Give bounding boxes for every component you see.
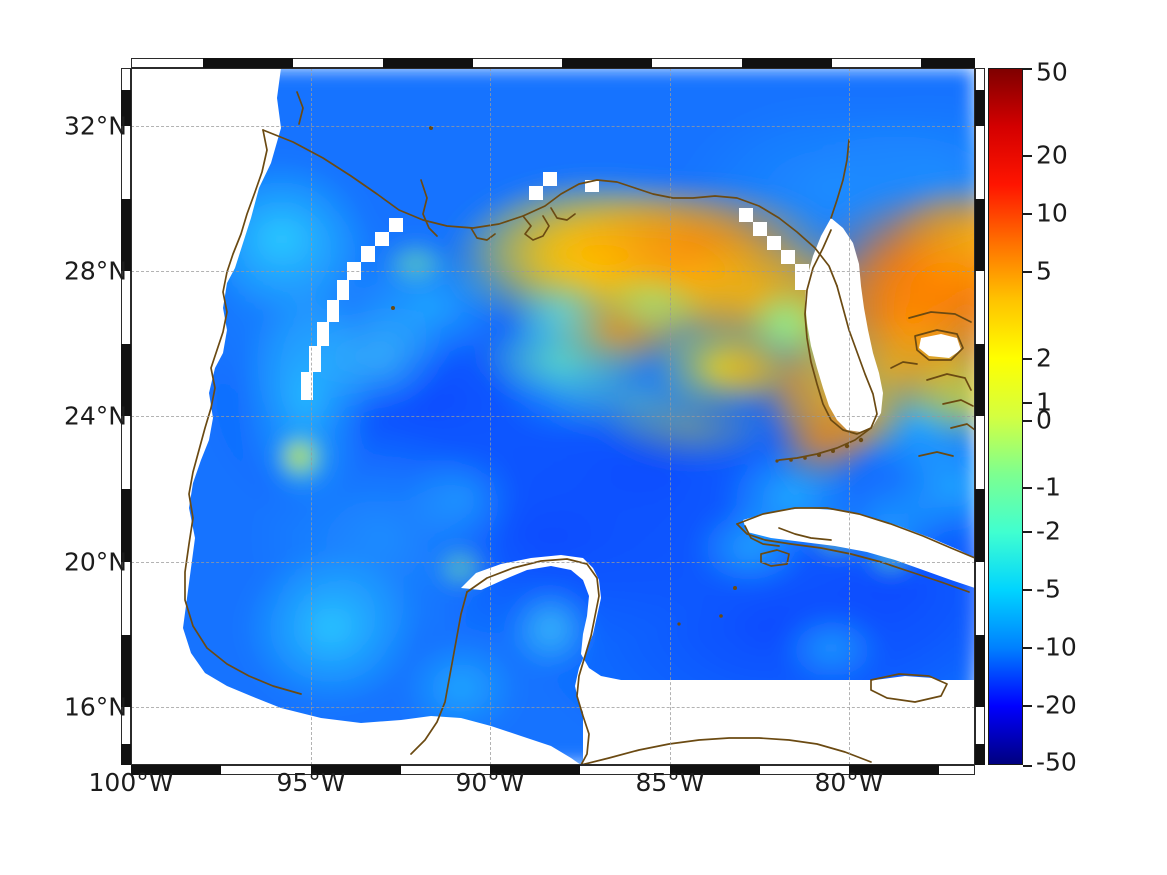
colorbar-label-m50: -50 [1036, 747, 1077, 777]
colorbar-label-50: 50 [1036, 57, 1068, 87]
colorbar[interactable] [988, 68, 1023, 765]
colorbar-label-5: 5 [1036, 256, 1052, 286]
x-tick-label-3: 85°W [635, 768, 705, 797]
data-edge-steps [301, 172, 855, 408]
colorbar-label-2: 2 [1036, 343, 1052, 373]
colorbar-label-10: 10 [1036, 198, 1068, 228]
map-field-clip [131, 68, 975, 765]
colorbar-label-m5: -5 [1036, 574, 1061, 604]
y-tick-label-0: 16°N [63, 692, 127, 722]
x-tick-label-2: 90°W [455, 768, 525, 797]
colorbar-label-m1: -1 [1036, 472, 1061, 502]
x-tick-label-1: 95°W [276, 768, 346, 797]
colorbar-label-0: 0 [1036, 405, 1052, 435]
x-tick-label-4: 80°W [814, 768, 884, 797]
y-tick-label-1: 20°N [63, 547, 127, 577]
coastline-paths [184, 91, 975, 765]
x-tick-label-0: 100°W [88, 768, 174, 797]
colorbar-label-20: 20 [1036, 140, 1068, 170]
map-raster [131, 68, 975, 765]
colorbar-label-m10: -10 [1036, 632, 1077, 662]
map-plot-area[interactable]: 100°W 95°W 90°W 85°W 80°W 32°N 28°N 24°N… [64, 58, 985, 797]
y-tick-label-2: 24°N [63, 401, 127, 431]
y-tick-label-3: 28°N [63, 256, 127, 286]
colorbar-label-m20: -20 [1036, 690, 1077, 720]
colorbar-label-1: 1 [1036, 387, 1052, 417]
colorbar-label-m2: -2 [1036, 516, 1061, 546]
y-tick-label-4: 32°N [63, 111, 127, 141]
